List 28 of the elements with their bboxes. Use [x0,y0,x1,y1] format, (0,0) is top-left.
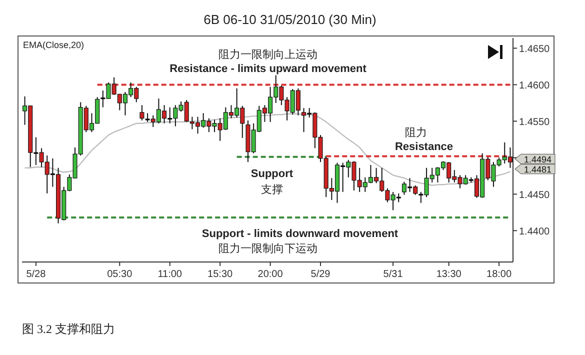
y-tick-label: 1.4550 [519,117,550,128]
chart-title: 6B 06-10 31/05/2010 (30 Min) [204,12,376,27]
x-tick-label: 13:30 [436,269,462,280]
x-tick-label: 5/31 [383,269,404,280]
y-tick-label: 1.4400 [519,226,550,238]
x-tick-label: 20:00 [258,269,284,280]
x-tick-label: 5/28 [26,269,46,280]
x-tick-label: 15:30 [208,269,234,280]
x-tick-label: 11:00 [158,269,182,280]
x-tick-label: 05:30 [107,269,133,280]
annotation: Support [250,168,294,180]
y-tick-label: 1.4650 [519,44,550,56]
x-tick-label: 5/29 [310,269,331,280]
annotation: 支撑 [261,183,283,196]
annotation: 阻力 [405,126,427,139]
y-tick-label: 1.4600 [519,80,550,92]
text: 1.4494 [524,154,552,164]
text: EMA(Close,20) [23,40,84,50]
annotation: Resistance - limits upward movement [170,63,367,75]
annotation: Support - limits downward movement [202,228,398,240]
annotation: 阻力一限制向上运动 [218,48,318,61]
text: 1.4481 [524,164,552,174]
candlestick [140,104,144,121]
annotation: Resistance [394,141,454,153]
x-tick-label: 18:00 [486,269,512,280]
annotation: 阻力一限制向下运动 [218,242,318,255]
y-tick-label: 1.4450 [519,190,550,202]
caption: 图 3.2 支撑和阻力 [22,322,115,336]
